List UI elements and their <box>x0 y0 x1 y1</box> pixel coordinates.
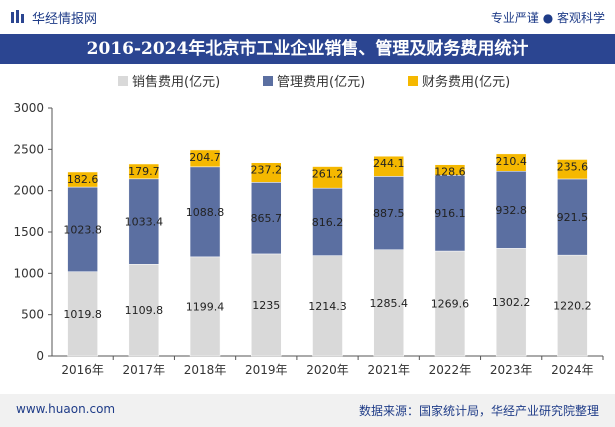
x-tick-label: 2017年 <box>123 363 166 377</box>
bar-segment[interactable] <box>128 264 160 357</box>
data-label: 128.6 <box>434 166 466 179</box>
legend-swatch[interactable] <box>118 76 128 86</box>
bar-segment[interactable] <box>557 178 588 256</box>
data-label: 916.1 <box>434 207 466 220</box>
data-label: 1088.8 <box>186 206 225 219</box>
bar-segment[interactable] <box>495 153 527 172</box>
data-label: 261.2 <box>312 168 344 181</box>
data-label: 1235 <box>252 299 280 312</box>
data-label: 204.7 <box>189 151 221 164</box>
x-tick-label: 2024年 <box>551 363 594 377</box>
bar-segment[interactable] <box>373 155 404 177</box>
y-tick-label: 2000 <box>13 184 44 198</box>
x-tick-label: 2018年 <box>184 363 227 377</box>
x-tick-label: 2019年 <box>245 363 288 377</box>
legend-label[interactable]: 管理费用(亿元) <box>277 75 365 90</box>
bar-segment[interactable] <box>189 149 221 168</box>
bar-segment[interactable] <box>373 249 404 357</box>
data-label: 1109.8 <box>125 304 164 317</box>
legend-label[interactable]: 销售费用(亿元) <box>132 74 220 90</box>
y-tick-label: 1500 <box>13 225 44 239</box>
bar-segment[interactable] <box>67 271 98 357</box>
bar-segment[interactable] <box>128 178 160 265</box>
data-label: 1033.4 <box>125 216 164 229</box>
bar-segment[interactable] <box>251 182 282 255</box>
x-tick-label: 2020年 <box>306 363 349 377</box>
data-label: 179.7 <box>128 165 160 178</box>
data-label: 210.4 <box>495 155 527 168</box>
x-tick-label: 2021年 <box>367 363 410 377</box>
y-tick-label: 0 <box>36 349 44 363</box>
data-label: 1220.2 <box>553 300 592 313</box>
legend-label[interactable]: 财务费用(亿元) <box>422 74 510 90</box>
bar-segment[interactable] <box>557 254 588 357</box>
legend-swatch[interactable] <box>408 76 418 86</box>
bar-segment[interactable] <box>557 159 588 180</box>
x-tick-label: 2016年 <box>61 363 104 377</box>
header-bar: 华经情报网 专业严谨 ● 客观科学 <box>0 0 615 34</box>
brand-logo-icon <box>11 10 24 23</box>
y-tick-label: 3000 <box>13 101 44 115</box>
bar-segment[interactable] <box>312 187 343 256</box>
data-label: 932.8 <box>495 204 527 217</box>
title-bar: 2016-2024年北京市工业企业销售、管理及财务费用统计 <box>0 34 615 64</box>
chart-title: 2016-2024年北京市工业企业销售、管理及财务费用统计 <box>86 39 529 59</box>
data-label: 182.6 <box>67 173 99 186</box>
data-label: 921.5 <box>557 211 589 224</box>
data-label: 1269.6 <box>431 298 470 311</box>
footer-bar: www.huaon.com 数据来源：国家统计局，华经产业研究院整理 <box>0 394 615 427</box>
bar-segment[interactable] <box>434 250 466 357</box>
data-source: 数据来源：国家统计局，华经产业研究院整理 <box>358 404 599 418</box>
bar-segment[interactable] <box>434 164 466 176</box>
bar-segment[interactable] <box>434 175 466 252</box>
bar-segment[interactable] <box>67 171 98 188</box>
data-label: 865.7 <box>251 212 283 225</box>
bar-segment[interactable] <box>373 176 404 250</box>
y-tick-label: 500 <box>21 308 44 322</box>
y-tick-label: 2500 <box>13 142 44 156</box>
data-label: 887.5 <box>373 207 405 220</box>
legend-swatch[interactable] <box>263 76 273 86</box>
bar-segment[interactable] <box>495 248 527 357</box>
data-label: 1019.8 <box>63 308 102 321</box>
bar-segment[interactable] <box>251 253 282 357</box>
bar-segment[interactable] <box>189 256 221 357</box>
bar-segment[interactable] <box>312 166 343 189</box>
brand-tagline: 专业严谨 ● 客观科学 <box>490 11 605 25</box>
bar-segment[interactable] <box>251 162 282 183</box>
x-tick-label: 2022年 <box>429 363 472 377</box>
data-label: 1285.4 <box>369 297 408 310</box>
data-label: 237.2 <box>251 164 283 177</box>
website-link[interactable]: www.huaon.com <box>16 402 116 416</box>
bar-segment[interactable] <box>67 186 98 272</box>
data-label: 1199.4 <box>186 300 225 313</box>
data-label: 816.2 <box>312 216 344 229</box>
bar-segment[interactable] <box>189 166 221 258</box>
y-tick-label: 1000 <box>13 266 44 280</box>
data-label: 1302.2 <box>492 296 531 309</box>
data-label: 1214.3 <box>308 300 347 313</box>
data-label: 1023.8 <box>63 223 102 236</box>
bar-segment[interactable] <box>312 255 343 357</box>
stacked-bar-chart: 销售费用(亿元) 管理费用(亿元) 财务费用(亿元) 0 500 1000 1500 2000… <box>13 74 604 377</box>
data-label: 235.6 <box>557 160 589 173</box>
brand-name: 华经情报网 <box>32 12 98 27</box>
data-label: 244.1 <box>373 157 405 170</box>
bar-segment[interactable] <box>128 163 160 180</box>
x-tick-label: 2023年 <box>490 363 533 377</box>
